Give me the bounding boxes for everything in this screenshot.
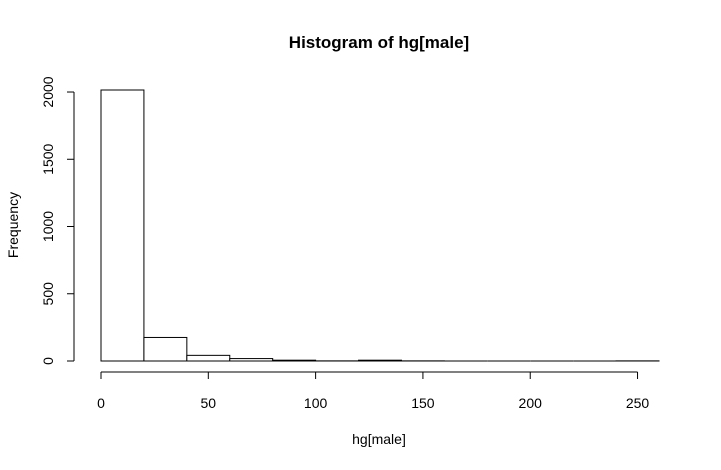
y-tick-label: 1500: [40, 143, 56, 174]
y-tick-label: 0: [40, 357, 56, 365]
bars-group: [100, 89, 660, 362]
x-tick-label: 100: [304, 395, 328, 411]
x-axis: 0 50 100 150 200 250: [97, 371, 650, 411]
histogram-bar: [358, 359, 402, 362]
y-tick-label: 500: [40, 282, 56, 306]
histogram-bar: [100, 89, 145, 362]
y-tick-label: 2000: [40, 76, 56, 107]
x-tick-label: 50: [201, 395, 217, 411]
histogram-bar: [272, 359, 317, 362]
y-axis-label: Frequency: [5, 192, 21, 258]
x-tick-label: 0: [97, 395, 105, 411]
y-tick-label: 1000: [40, 211, 56, 242]
x-tick-label: 250: [626, 395, 650, 411]
x-axis-label: hg[male]: [352, 431, 406, 447]
chart-title: Histogram of hg[male]: [289, 33, 469, 52]
x-tick-label: 200: [519, 395, 543, 411]
histogram-bar: [143, 336, 188, 362]
y-axis: 0 500 1000 1500 2000: [40, 76, 75, 365]
histogram-bar: [229, 358, 274, 362]
x-tick-label: 150: [411, 395, 435, 411]
histogram-bar: [186, 354, 231, 362]
